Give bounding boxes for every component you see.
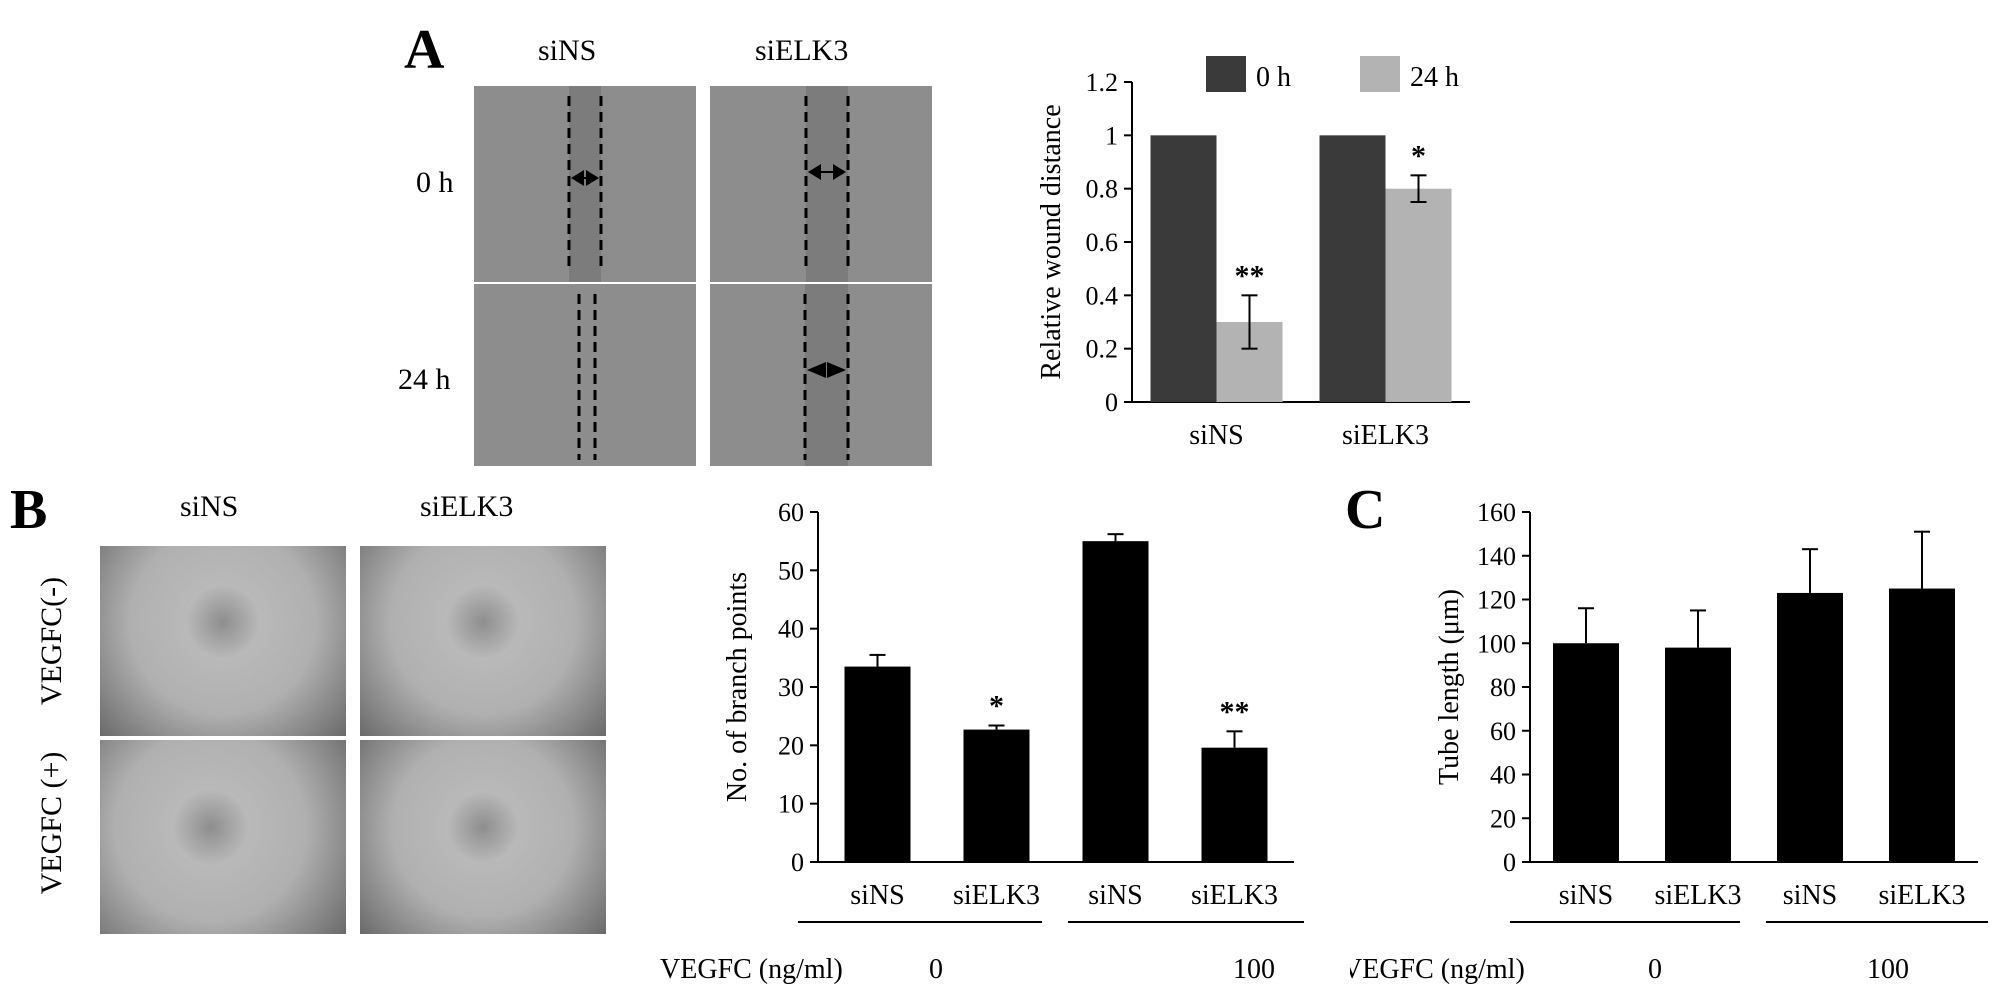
- y-tick-label: 10: [778, 790, 804, 819]
- bar: [1777, 592, 1843, 862]
- significance-marker: *: [989, 690, 1004, 723]
- legend-swatch: [1360, 56, 1400, 92]
- x-tick-label: siELK3: [1191, 880, 1278, 911]
- y-tick-label: 60: [778, 498, 804, 527]
- legend-label: 24 h: [1410, 62, 1459, 93]
- tube-image-sins-vegfc-pos: [100, 740, 346, 934]
- group-value-label: 0: [929, 954, 943, 985]
- wound-overlay: [803, 284, 850, 466]
- y-tick-label: 1.2: [1086, 68, 1119, 97]
- bar: [844, 666, 911, 862]
- panel-b-row-vegfc-pos: VEGFC (+): [35, 751, 68, 895]
- group-value-label: 100: [1233, 954, 1275, 985]
- bar: [1201, 747, 1268, 862]
- wound-image-sins-24h: [474, 284, 696, 466]
- tube-image-sins-vegfc-neg: [100, 546, 346, 736]
- y-tick-label: 60: [1490, 717, 1516, 746]
- x-tick-label: siELK3: [1878, 880, 1965, 911]
- panel-b-row-vegfc-neg: VEGFC(-): [35, 576, 68, 706]
- panel-a-row-24h: 24 h: [398, 363, 451, 396]
- x-tick-label: siELK3: [1342, 420, 1429, 451]
- panel-letter-c: C: [1345, 479, 1386, 541]
- y-tick-label: 0.8: [1086, 175, 1119, 204]
- y-tick-label: 160: [1477, 498, 1516, 527]
- x-tick-label: siNS: [1189, 420, 1243, 451]
- y-tick-label: 30: [778, 673, 804, 702]
- bar: [1385, 188, 1452, 402]
- panel-a-row-0h: 0 h: [416, 166, 454, 199]
- significance-marker: *: [1411, 139, 1426, 172]
- wound-overlay: [804, 86, 850, 282]
- y-tick-label: 0.4: [1086, 281, 1119, 310]
- panel-letter-b: B: [10, 479, 48, 541]
- y-tick-label: 0: [791, 848, 804, 877]
- bar: [1150, 135, 1217, 402]
- group-value-label: 0: [1648, 954, 1662, 985]
- y-axis-label: No. of branch points: [722, 572, 753, 802]
- panel-a-col-sins: siNS: [538, 34, 597, 67]
- bar: [1889, 588, 1955, 862]
- legend-label: 0 h: [1256, 62, 1291, 93]
- panel-b-col-sielk3: siELK3: [420, 490, 514, 523]
- wound-image-sielk3-24h: [710, 284, 932, 466]
- x-tick-label: siNS: [1783, 880, 1837, 911]
- y-tick-label: 50: [778, 556, 804, 585]
- x-tick-label: siNS: [1088, 880, 1142, 911]
- panel-a-col-sielk3: siELK3: [755, 34, 849, 67]
- y-tick-label: 0.2: [1086, 335, 1119, 364]
- y-tick-label: 80: [1490, 673, 1516, 702]
- x-tick-label: siELK3: [953, 880, 1040, 911]
- chart-b-branch-points: 0 10 20 30 40 50 60 No. of branch points siNS * si…: [660, 498, 1304, 985]
- wound-overlay: [567, 86, 603, 282]
- bar: [963, 729, 1030, 862]
- x-tick-label: siNS: [1559, 880, 1613, 911]
- y-tick-label: 0: [1105, 388, 1118, 417]
- y-tick-label: 20: [1490, 804, 1516, 833]
- group-value-label: 100: [1867, 954, 1909, 985]
- chart-a-relative-wound-distance: 0 0.2 0.4 0.6 0.8 1 1.2 Relative wound distance…: [1036, 56, 1470, 451]
- group-axis-label: VEGFC (ng/ml): [1350, 954, 1525, 985]
- panel-letter-a: A: [404, 19, 445, 81]
- group-axis-label: VEGFC (ng/ml): [660, 954, 843, 985]
- tube-image-sielk3-vegfc-pos: [360, 740, 606, 934]
- chart-c-tube-length: 0 20 40 60 80 100 120 140 160 Tube length (μm) siN…: [1350, 498, 1988, 985]
- y-axis-label: Tube length (μm): [1434, 589, 1465, 785]
- bar: [1082, 541, 1149, 862]
- x-tick-label: siNS: [850, 880, 904, 911]
- y-tick-label: 40: [1490, 761, 1516, 790]
- wound-image-sielk3-0h: [710, 86, 932, 282]
- y-axis-label: Relative wound distance: [1036, 104, 1067, 379]
- wound-overlay: [577, 294, 597, 460]
- significance-marker: **: [1220, 695, 1250, 728]
- significance-marker: **: [1235, 259, 1265, 292]
- y-tick-label: 20: [778, 731, 804, 760]
- y-tick-label: 0: [1503, 848, 1516, 877]
- bar: [1665, 647, 1731, 862]
- bar: [1553, 643, 1619, 862]
- y-tick-label: 1: [1105, 121, 1118, 150]
- y-tick-label: 140: [1477, 542, 1516, 571]
- bar: [1319, 135, 1386, 402]
- y-tick-label: 100: [1477, 629, 1516, 658]
- wound-image-sins-0h: [474, 86, 696, 282]
- y-tick-label: 40: [778, 615, 804, 644]
- legend-swatch: [1206, 56, 1246, 92]
- y-tick-label: 120: [1477, 586, 1516, 615]
- panel-b-col-sins: siNS: [180, 490, 239, 523]
- tube-image-sielk3-vegfc-neg: [360, 546, 606, 736]
- x-tick-label: siELK3: [1654, 880, 1741, 911]
- y-tick-label: 0.6: [1086, 228, 1119, 257]
